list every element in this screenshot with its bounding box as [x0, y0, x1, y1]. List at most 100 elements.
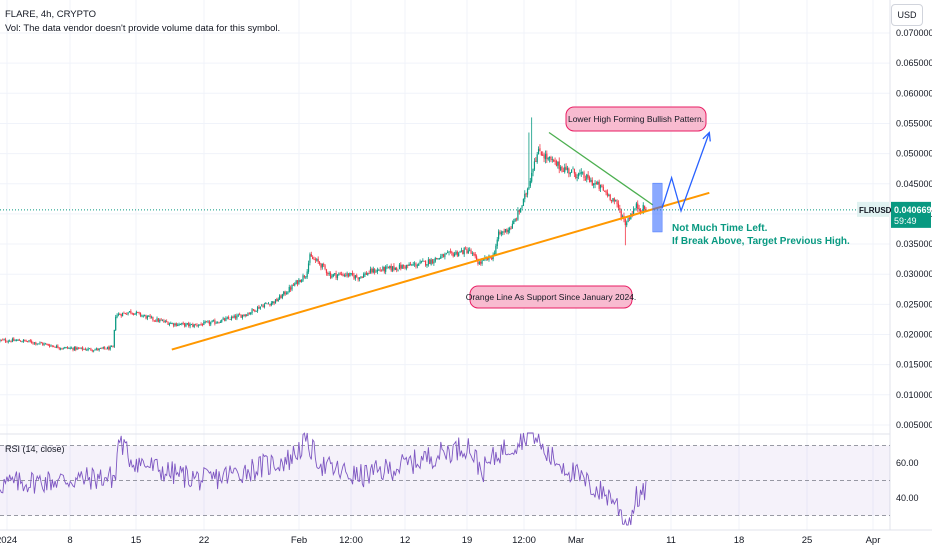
candle-body	[42, 343, 44, 345]
candle-body	[566, 167, 569, 170]
candle-body	[526, 188, 529, 195]
candle	[445, 252, 447, 255]
candle	[498, 229, 500, 242]
candle-body	[620, 210, 622, 218]
candle	[241, 314, 244, 320]
candle	[77, 347, 80, 350]
candle	[469, 247, 471, 252]
candle	[61, 347, 63, 350]
candle-body	[206, 321, 208, 323]
candle-body	[525, 193, 527, 195]
candle-body	[233, 315, 235, 318]
candle-body	[633, 209, 635, 215]
candle-body	[460, 250, 463, 252]
candle	[426, 264, 428, 268]
candle-body	[551, 159, 553, 160]
candle-body	[598, 181, 600, 189]
candle	[554, 157, 556, 165]
candle-body	[312, 256, 314, 260]
candle-body	[579, 173, 581, 175]
candle-body	[491, 257, 493, 260]
candle-body	[83, 348, 85, 350]
candle-body	[365, 272, 367, 275]
candle	[274, 299, 277, 304]
candle	[464, 246, 467, 250]
label-lower-high-bg	[565, 106, 707, 132]
candle-body	[331, 275, 333, 278]
candle-body	[207, 321, 209, 323]
candle	[495, 243, 497, 256]
candle-body	[606, 192, 609, 196]
candle	[456, 250, 458, 258]
candle-body	[115, 316, 117, 331]
candle	[451, 250, 453, 256]
candle-body	[434, 258, 436, 262]
candle-body	[520, 208, 522, 213]
candle	[349, 272, 351, 277]
candle	[591, 177, 593, 186]
candle-body	[2, 339, 4, 341]
candle-body	[383, 266, 385, 272]
candle	[601, 184, 603, 188]
candle-body	[24, 339, 26, 341]
candle	[211, 319, 213, 323]
candle-body	[190, 324, 193, 326]
x-tick-label: Feb	[291, 535, 307, 546]
candle	[547, 156, 549, 161]
candle-body	[68, 347, 70, 349]
candle-body	[364, 273, 366, 275]
candle-body	[225, 318, 227, 321]
candle	[407, 264, 409, 269]
candle-body	[462, 250, 464, 254]
candle	[338, 272, 340, 276]
candle-body	[314, 259, 317, 261]
candle-body	[156, 318, 158, 322]
candle	[141, 314, 143, 318]
candle	[340, 271, 343, 276]
currency-button[interactable]: USD	[891, 4, 923, 26]
candle-body	[82, 347, 84, 350]
candle-body	[188, 323, 190, 326]
candle-body	[408, 263, 410, 266]
candle-body	[152, 316, 154, 321]
candle	[533, 158, 536, 172]
candle	[68, 347, 70, 349]
candle-body	[615, 200, 617, 201]
candle	[88, 348, 91, 350]
candle-body	[194, 324, 197, 326]
y-tick-label: 0.045000	[896, 179, 932, 189]
candle	[420, 260, 423, 264]
candle	[609, 193, 611, 202]
candle-body	[560, 167, 562, 170]
candle	[55, 344, 58, 349]
candle	[102, 346, 104, 350]
candle	[98, 348, 100, 352]
candle-body	[167, 322, 169, 325]
candle-body	[149, 315, 151, 317]
candle-body	[316, 259, 318, 261]
candle-body	[262, 305, 264, 308]
candle	[557, 161, 559, 169]
candle-body	[605, 190, 607, 193]
candle	[525, 192, 527, 198]
candle	[529, 177, 531, 188]
candle-body	[555, 160, 558, 167]
candle-body	[350, 273, 352, 275]
candle-body	[638, 208, 640, 210]
candle-body	[285, 293, 288, 295]
candle-body	[39, 342, 41, 344]
candle	[548, 156, 551, 163]
x-tick-label: 11	[666, 535, 676, 546]
candle	[135, 310, 137, 316]
candle	[255, 310, 257, 312]
candle	[37, 343, 40, 345]
candle	[334, 273, 336, 276]
candle-body	[90, 348, 92, 351]
candle-body	[214, 320, 216, 324]
candle-body	[590, 179, 592, 182]
candle-body	[267, 303, 270, 305]
candle	[419, 259, 421, 265]
candle	[309, 252, 311, 266]
candle-body	[310, 253, 312, 257]
